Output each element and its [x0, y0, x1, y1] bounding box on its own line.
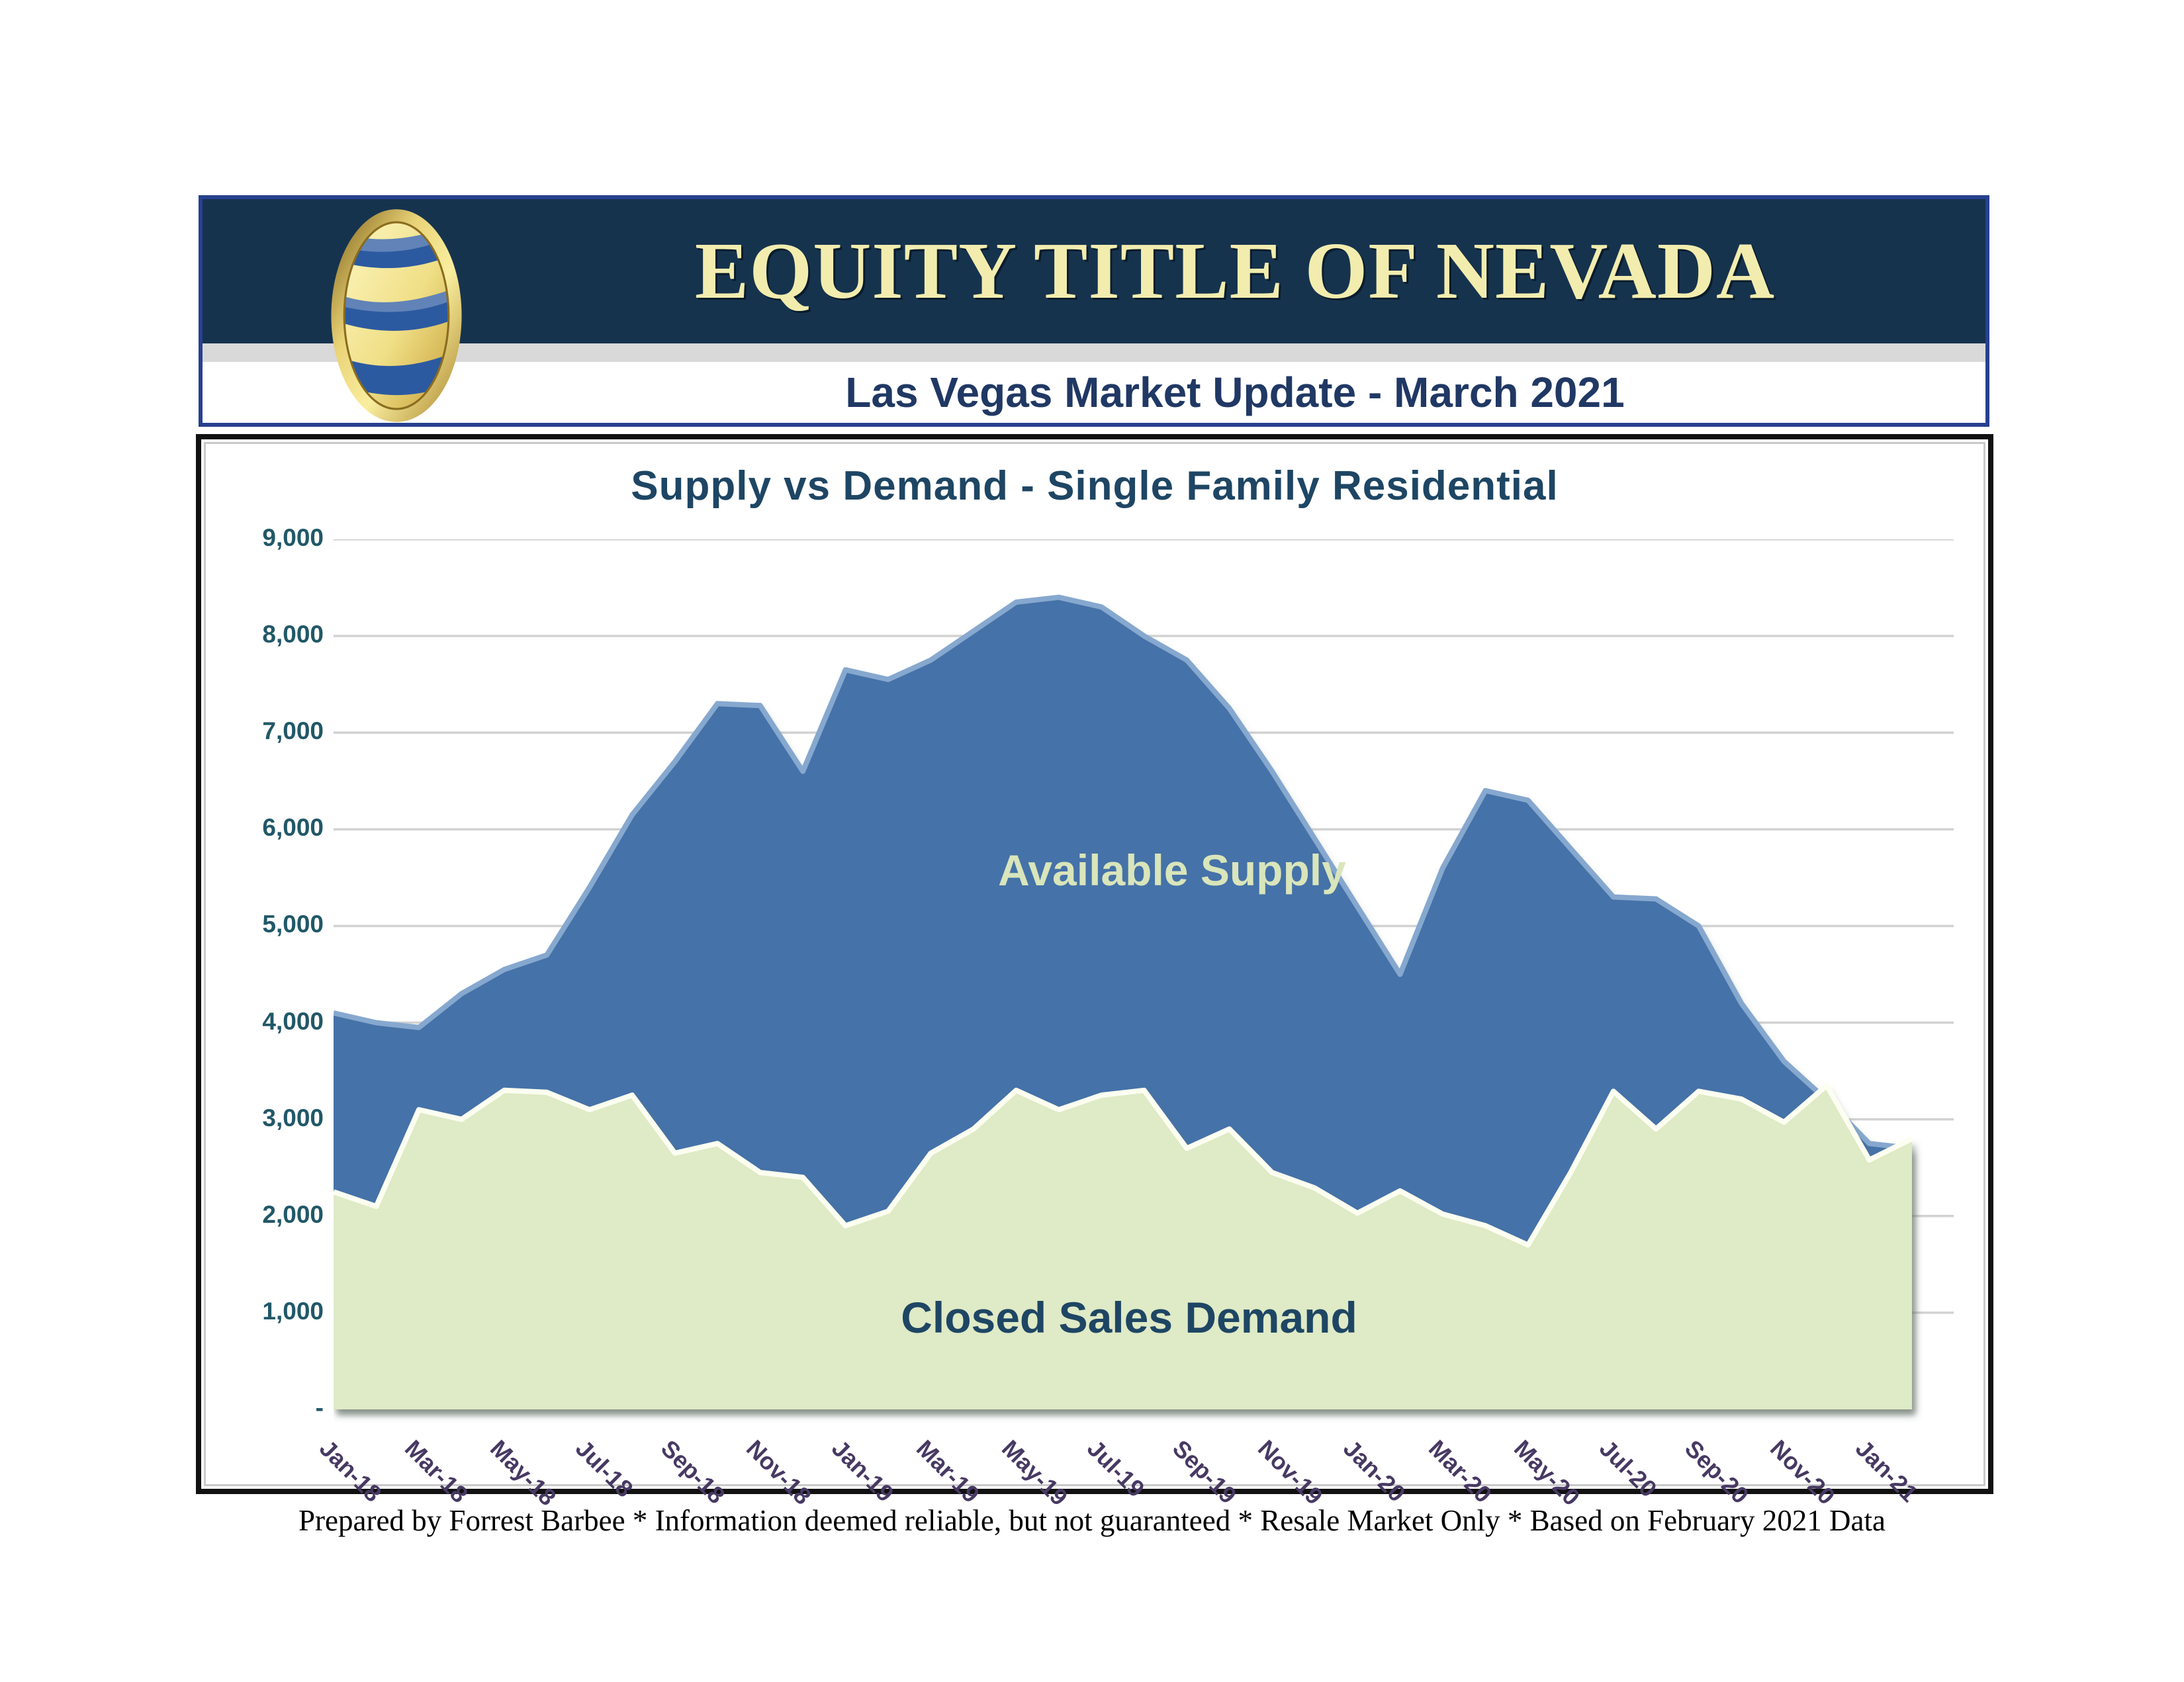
x-tick-label: Jan-19 [826, 1435, 899, 1507]
chart-panel-frame: Supply vs Demand - Single Family Residen… [196, 434, 1993, 1511]
x-tick-label: Jul-19 [1082, 1435, 1150, 1503]
x-tick-label: Sep-20 [1679, 1435, 1754, 1509]
area-top-highlight [334, 594, 1913, 1151]
y-tick-label: 8,000 [262, 621, 324, 648]
x-tick-label: Jan-21 [1850, 1435, 1923, 1507]
company-title: EQUITY TITLE OF NEVADA [694, 226, 1776, 316]
y-tick-label: 7,000 [262, 717, 324, 745]
x-tick-label: Jan-18 [314, 1435, 387, 1507]
area-top-highlight [334, 1083, 1913, 1248]
supply-area-label: Available Supply [998, 846, 1346, 895]
x-tick-label: Nov-20 [1764, 1435, 1841, 1510]
x-tick-label: Sep-19 [1167, 1435, 1242, 1509]
x-tick-label: Jan-20 [1338, 1435, 1411, 1507]
x-tick-label: Mar-18 [399, 1435, 473, 1509]
x-tick-label: Mar-20 [1423, 1435, 1498, 1509]
header-gray-band [203, 343, 1985, 362]
y-tick-label: 2,000 [262, 1200, 324, 1228]
y-tick-label: 3,000 [262, 1104, 324, 1131]
x-tick-label: Sep-18 [655, 1435, 731, 1509]
y-tick-label: 6,000 [262, 814, 324, 842]
area-chart-plot [334, 539, 1954, 1410]
x-tick-label: May-20 [1508, 1435, 1586, 1511]
x-tick-label: Jul-18 [570, 1435, 639, 1503]
x-tick-label: Jul-20 [1594, 1435, 1662, 1503]
report-subtitle: Las Vegas Market Update - March 2021 [845, 369, 1625, 416]
y-tick-label: 9,000 [262, 524, 324, 551]
x-tick-label: Nov-18 [741, 1435, 817, 1510]
header-banner: EQUITY TITLE OF NEVADA Las Vegas Market … [199, 195, 1989, 427]
header-navy-band [203, 199, 1985, 343]
demand-area-label: Closed Sales Demand [901, 1293, 1357, 1342]
chart-title: Supply vs Demand - Single Family Residen… [631, 463, 1559, 509]
x-tick-label: Nov-19 [1253, 1435, 1328, 1510]
x-tick-label: May-18 [484, 1435, 562, 1511]
y-tick-label: 1,000 [262, 1297, 324, 1325]
x-tick-label: May-19 [997, 1435, 1073, 1511]
x-tick-label: Mar-19 [911, 1435, 985, 1509]
y-tick-label: 4,000 [262, 1007, 324, 1035]
area-closed-sales-demand [334, 1085, 1912, 1409]
chart-panel: Supply vs Demand - Single Family Residen… [204, 442, 1985, 1511]
y-tick-label: 5,000 [262, 910, 324, 938]
y-tick-label: - [315, 1394, 324, 1421]
footer-disclaimer: Prepared by Forrest Barbee * Information… [298, 1504, 1886, 1537]
equity-title-logo-icon [331, 209, 462, 422]
